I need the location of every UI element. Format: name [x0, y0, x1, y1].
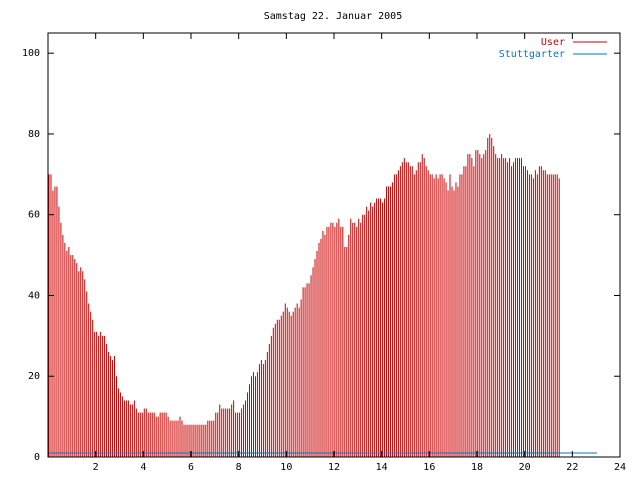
plot-area: [48, 133, 597, 457]
x-tick-label: 2: [93, 462, 99, 473]
chart-title: Samstag 22. Januar 2005: [264, 11, 402, 22]
legend-label-user: User: [541, 37, 565, 48]
y-tick-label: 40: [28, 290, 40, 301]
legend-label-stuttgarter: Stuttgarter: [499, 49, 565, 60]
y-tick-label: 80: [28, 129, 40, 140]
plot-frame: [47, 32, 621, 458]
x-tick-label: 18: [471, 462, 483, 473]
x-tick-label: 16: [423, 462, 435, 473]
x-tick-label: 6: [188, 462, 194, 473]
x-tick-label: 4: [140, 462, 146, 473]
y-tick-label: 60: [28, 210, 40, 221]
x-tick-label: 12: [328, 462, 340, 473]
x-tick-label: 8: [236, 462, 242, 473]
x-tick-label: 22: [566, 462, 578, 473]
x-tick-label: 10: [280, 462, 292, 473]
x-tick-label: 24: [614, 462, 626, 473]
legend: User Stuttgarter: [499, 37, 607, 60]
y-tick-label: 20: [28, 371, 40, 382]
y-tick-label: 100: [22, 48, 40, 59]
x-tick-label: 14: [376, 462, 388, 473]
y-tick-label: 0: [34, 452, 40, 463]
x-tick-label: 20: [519, 462, 531, 473]
